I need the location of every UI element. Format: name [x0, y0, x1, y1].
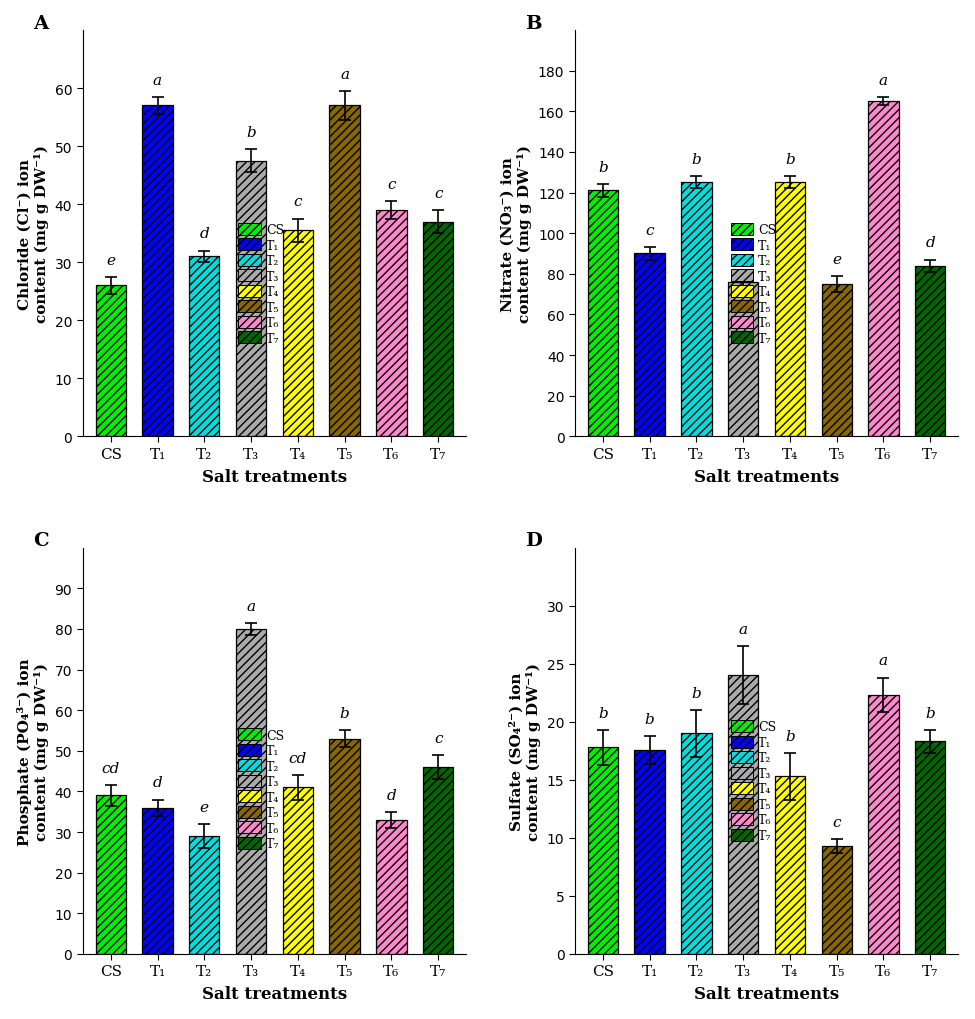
Text: b: b: [598, 161, 607, 175]
Text: b: b: [785, 730, 795, 743]
Text: b: b: [246, 125, 255, 140]
Bar: [635, 254, 665, 437]
Text: e: e: [739, 255, 748, 268]
Bar: [236, 630, 266, 954]
Bar: [330, 106, 360, 437]
X-axis label: Salt treatments: Salt treatments: [202, 985, 347, 1003]
Y-axis label: Chloride (Cl⁻) ion
content (mg g DW⁻¹): Chloride (Cl⁻) ion content (mg g DW⁻¹): [18, 145, 49, 323]
Text: e: e: [200, 800, 209, 814]
Bar: [635, 750, 665, 954]
Text: d: d: [153, 775, 163, 790]
Text: b: b: [644, 712, 654, 726]
Text: c: c: [434, 186, 443, 201]
Legend: CS, T₁, T₂, T₃, T₄, T₅, T₆, T₇: CS, T₁, T₂, T₃, T₄, T₅, T₆, T₇: [726, 716, 780, 846]
Bar: [283, 788, 313, 954]
Text: a: a: [739, 623, 748, 637]
Bar: [236, 161, 266, 437]
Text: b: b: [598, 706, 607, 720]
Bar: [588, 748, 618, 954]
Bar: [682, 183, 712, 437]
Text: b: b: [925, 706, 935, 720]
Text: b: b: [785, 153, 795, 167]
Y-axis label: Sulfate (SO₄²⁻) ion
content (mg g DW⁻¹): Sulfate (SO₄²⁻) ion content (mg g DW⁻¹): [510, 662, 541, 840]
Bar: [142, 106, 173, 437]
Text: B: B: [525, 14, 541, 33]
Bar: [822, 284, 852, 437]
Bar: [775, 183, 805, 437]
Bar: [682, 734, 712, 954]
Bar: [330, 739, 360, 954]
Text: cd: cd: [289, 751, 307, 765]
Text: d: d: [200, 227, 210, 242]
Text: d: d: [386, 788, 396, 802]
Bar: [916, 266, 946, 437]
Bar: [189, 837, 219, 954]
Bar: [142, 808, 173, 954]
Text: c: c: [833, 815, 841, 829]
Bar: [423, 222, 453, 437]
Bar: [916, 742, 946, 954]
Legend: CS, T₁, T₂, T₃, T₄, T₅, T₆, T₇: CS, T₁, T₂, T₃, T₄, T₅, T₆, T₇: [726, 220, 780, 348]
Text: c: c: [645, 224, 654, 238]
Text: C: C: [33, 532, 49, 550]
Text: c: c: [434, 731, 443, 745]
Text: A: A: [33, 14, 48, 33]
Bar: [96, 796, 126, 954]
Bar: [376, 820, 407, 954]
Text: b: b: [691, 153, 701, 167]
X-axis label: Salt treatments: Salt treatments: [694, 985, 839, 1003]
Text: a: a: [878, 654, 888, 667]
Legend: CS, T₁, T₂, T₃, T₄, T₅, T₆, T₇: CS, T₁, T₂, T₃, T₄, T₅, T₆, T₇: [235, 725, 288, 854]
Bar: [728, 282, 759, 437]
Text: b: b: [339, 706, 349, 720]
Text: cd: cd: [101, 761, 120, 775]
Text: c: c: [293, 196, 302, 209]
Legend: CS, T₁, T₂, T₃, T₄, T₅, T₆, T₇: CS, T₁, T₂, T₃, T₄, T₅, T₆, T₇: [235, 220, 288, 348]
Text: e: e: [106, 254, 115, 267]
Bar: [869, 102, 899, 437]
Bar: [588, 192, 618, 437]
Text: a: a: [153, 73, 162, 88]
Text: c: c: [387, 178, 396, 192]
Y-axis label: Nitrate (NO₃⁻) ion
content (mg g DW⁻¹): Nitrate (NO₃⁻) ion content (mg g DW⁻¹): [501, 145, 532, 323]
Bar: [822, 846, 852, 954]
Text: d: d: [925, 236, 935, 250]
Bar: [423, 767, 453, 954]
Bar: [283, 231, 313, 437]
Text: D: D: [525, 532, 542, 550]
Bar: [775, 776, 805, 954]
Bar: [728, 676, 759, 954]
Bar: [869, 695, 899, 954]
Bar: [96, 286, 126, 437]
Text: e: e: [833, 253, 841, 266]
Bar: [189, 257, 219, 437]
Y-axis label: Phosphate (PO₄³⁻) ion
content (mg g DW⁻¹): Phosphate (PO₄³⁻) ion content (mg g DW⁻¹…: [17, 657, 49, 845]
X-axis label: Salt treatments: Salt treatments: [694, 469, 839, 485]
Text: a: a: [340, 67, 349, 82]
Text: b: b: [691, 687, 701, 700]
Text: a: a: [247, 599, 255, 613]
Text: a: a: [878, 73, 888, 88]
Bar: [376, 211, 407, 437]
X-axis label: Salt treatments: Salt treatments: [202, 469, 347, 485]
